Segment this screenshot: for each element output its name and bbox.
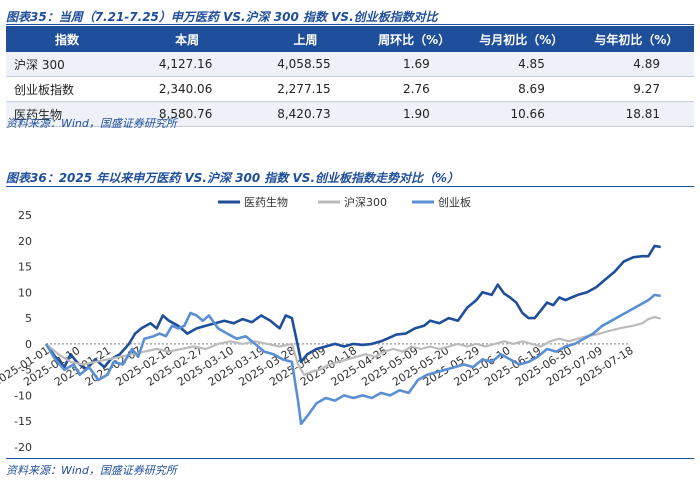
table-cell: 8.69 (463, 76, 579, 102)
table-cell: 4,127.16 (128, 52, 247, 77)
table-cell: 8,420.73 (246, 101, 365, 127)
y-tick-label: 15 (18, 261, 32, 274)
table-cell: 18.81 (578, 101, 694, 127)
table-cell: 创业板指数 (6, 76, 128, 102)
legend-label-1: 沪深300 (344, 195, 387, 209)
series-line-0 (44, 244, 661, 371)
table-row: 创业板指数 2,340.06 2,277.15 2.76 8.69 9.27 (6, 76, 694, 102)
table-header-cell: 本周 (128, 26, 247, 52)
table-cell: 8,580.76 (128, 101, 247, 127)
y-tick-label: -15 (14, 415, 32, 428)
table-cell: 1.90 (364, 101, 464, 127)
table-cell: 4.89 (578, 52, 694, 77)
table-cell: 10.66 (463, 101, 579, 127)
y-tick-label: 25 (18, 209, 32, 222)
table-source: 资料来源：Wind，国盛证券研究所 (6, 117, 177, 130)
table-cell: 4.85 (463, 52, 579, 77)
table-cell: 2.76 (364, 76, 464, 102)
series-line-1 (45, 316, 661, 376)
trend-chart: -20-15-10-505101520252025-01-012025-01-1… (0, 195, 661, 454)
table-header-cell: 周环比（%） (364, 26, 464, 52)
y-tick-label: 10 (18, 286, 32, 299)
chart-axes: -20-15-10-505101520252025-01-012025-01-1… (0, 209, 636, 454)
table-row: 医药生物 8,580.76 8,420.73 1.90 10.66 18.81 (6, 101, 694, 127)
legend-label-0: 医药生物 (244, 195, 288, 209)
y-tick-label: 20 (18, 235, 32, 248)
series-line-2 (44, 293, 661, 426)
chart-legend: 医药生物 沪深300 创业板 (218, 195, 471, 209)
table-row: 沪深 300 4,127.16 4,058.55 1.69 4.85 4.89 (6, 52, 694, 77)
table-cell: 4,058.55 (246, 52, 365, 77)
y-tick-label: -20 (14, 441, 32, 454)
table-caption: 图表35：当周（7.21-7.25）申万医药 VS.沪深 300 指数 VS.创… (6, 10, 438, 24)
chart-series (44, 244, 661, 426)
table-cell: 沪深 300 (6, 52, 128, 77)
source-rule (6, 458, 694, 459)
table-cell: 2,340.06 (128, 76, 247, 102)
y-tick-label: -10 (14, 389, 32, 402)
comparison-table: 指数 本周 上周 周环比（%） 与月初比（%） 与年初比（%） 沪深 300 4… (6, 26, 694, 127)
caption-rule (6, 24, 694, 25)
table-header-row: 指数 本周 上周 周环比（%） 与月初比（%） 与年初比（%） (6, 26, 694, 52)
y-tick-label: 0 (25, 338, 32, 351)
legend-label-2: 创业板 (438, 195, 471, 209)
table-header-cell: 上周 (246, 26, 365, 52)
table-cell: 2,277.15 (246, 76, 365, 102)
table-cell: 医药生物 (6, 101, 128, 127)
table-header-cell: 指数 (6, 26, 128, 52)
chart-caption: 图表36：2025 年以来申万医药 VS.沪深 300 指数 VS.创业板指数走… (6, 171, 460, 185)
chart-source: 资料来源：Wind，国盛证券研究所 (6, 464, 177, 477)
y-tick-label: 5 (25, 312, 32, 325)
caption-rule (6, 186, 694, 187)
table-cell: 1.69 (364, 52, 464, 77)
y-tick-label: -5 (21, 364, 32, 377)
table-cell: 9.27 (578, 76, 694, 102)
table-header-cell: 与月初比（%） (463, 26, 579, 52)
table-header-cell: 与年初比（%） (578, 26, 694, 52)
